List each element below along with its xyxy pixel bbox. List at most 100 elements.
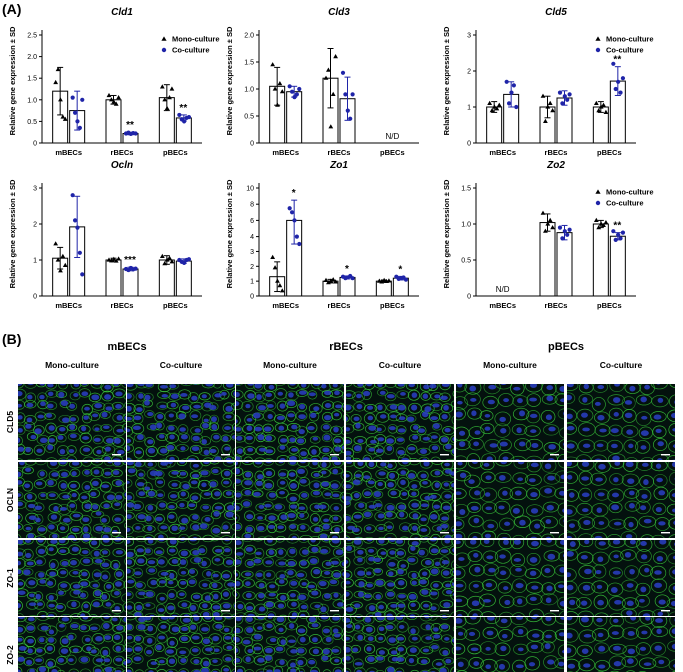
- co-point: [613, 237, 618, 242]
- co-point: [620, 230, 626, 235]
- y-tick-label: 1.0: [27, 97, 37, 104]
- y-tick-label: 3: [250, 249, 254, 256]
- mono-point: [113, 258, 119, 263]
- micrograph-tile: [456, 384, 564, 460]
- mono-bar: [158, 259, 175, 297]
- x-tick-label: rBECs: [545, 301, 568, 310]
- scale-bar: [661, 454, 670, 456]
- mono-point: [489, 108, 495, 113]
- y-tick-label: 4: [250, 234, 254, 241]
- co-point: [182, 119, 187, 124]
- mono-point: [333, 54, 338, 59]
- co-point: [560, 101, 565, 106]
- mono-point: [328, 278, 334, 283]
- mono-point: [545, 221, 551, 226]
- co-point: [294, 92, 299, 97]
- row-label: ZO-2: [5, 645, 15, 665]
- scale-bar: [221, 454, 230, 456]
- mono-point: [60, 114, 66, 119]
- co-point: [77, 125, 82, 130]
- mono-bar: [105, 99, 122, 144]
- significance-label: **: [613, 221, 621, 232]
- y-tick-label: 0: [33, 141, 37, 148]
- co-point: [72, 218, 78, 223]
- mono-point: [330, 91, 336, 96]
- y-tick-label: 3: [467, 33, 471, 40]
- mono-point: [53, 241, 59, 246]
- co-point: [613, 86, 618, 92]
- nuclei-stain: [456, 540, 564, 616]
- mono-point: [492, 104, 497, 109]
- y-axis-label: Relative gene expression ± SD: [8, 179, 17, 288]
- scale-bar: [440, 454, 449, 456]
- membrane-stain: [456, 384, 564, 460]
- membrane-stain: [127, 540, 235, 616]
- nuclei-stain: [456, 617, 564, 670]
- mono-point: [543, 118, 548, 123]
- scale-bar: [112, 610, 121, 612]
- micrograph-tile: [18, 462, 126, 538]
- mono-point: [386, 278, 392, 283]
- y-tick-label: 1.5: [461, 186, 471, 193]
- mono-point: [159, 253, 165, 258]
- scale-bar: [112, 532, 121, 534]
- membrane-stain: [18, 462, 126, 538]
- mono-point: [601, 222, 606, 228]
- micrograph-tile: [236, 462, 344, 538]
- legend-co-marker: [595, 47, 601, 53]
- nuclei-stain: [346, 462, 454, 538]
- mono-point: [111, 256, 117, 261]
- co-point: [345, 108, 350, 113]
- mono-bar: [592, 223, 609, 297]
- x-tick-label: mBECs: [272, 148, 299, 157]
- micrograph-tile: [567, 617, 675, 672]
- chart-cld1: Cld1 Relative gene expression ± SD 0 0.5 1.0…: [8, 7, 220, 157]
- co-bar: [286, 91, 303, 144]
- co-point: [618, 236, 623, 241]
- micrograph-panel: mBECs rBECs pBECs Mono-culture Co-culture Mon…: [5, 341, 675, 672]
- scale-bar: [661, 610, 670, 612]
- mono-point: [593, 100, 599, 105]
- y-axis-label: Relative gene expression ± SD: [8, 26, 17, 135]
- nuclei-stain: [127, 540, 235, 616]
- y-tick-label: 1: [250, 279, 254, 286]
- y-tick-label: 0: [467, 141, 471, 148]
- chart-title: Zo1: [329, 160, 348, 171]
- co-bar: [122, 268, 139, 297]
- mono-point: [550, 108, 555, 113]
- mono-point: [540, 93, 546, 98]
- row-label: OCLN: [5, 488, 15, 512]
- co-point: [504, 79, 509, 84]
- y-tick-label: 1.0: [244, 87, 254, 94]
- micrograph-tile: [456, 462, 564, 538]
- mono-point: [379, 279, 385, 284]
- significance-label: *: [345, 264, 349, 275]
- legend-co-marker: [161, 47, 167, 53]
- legend-mono-marker: [161, 36, 167, 41]
- mono-point: [58, 268, 63, 273]
- micrograph-tile: [346, 617, 454, 672]
- x-tick-label: rBECs: [328, 148, 351, 157]
- co-point: [133, 266, 138, 271]
- nuclei-stain: [127, 384, 235, 460]
- mono-point: [162, 97, 168, 102]
- co-bar: [556, 232, 573, 297]
- mono-point: [328, 124, 334, 129]
- significance-label: *: [398, 264, 402, 275]
- micrograph-tile: [127, 540, 235, 616]
- legend-co-label: Co-culture: [606, 46, 644, 55]
- membrane-stain: [456, 617, 564, 672]
- membrane-stain: [18, 540, 126, 616]
- x-tick-label: mBECs: [55, 301, 82, 310]
- nuclei-stain: [18, 462, 126, 538]
- chart-title: Cld5: [545, 7, 567, 18]
- y-tick-label: 2.5: [27, 33, 37, 40]
- mono-point: [109, 258, 114, 263]
- x-tick-label: mBECs: [272, 301, 299, 310]
- co-point: [511, 83, 516, 88]
- scale-bar: [330, 610, 339, 612]
- mono-point: [545, 104, 551, 109]
- co-point: [611, 61, 616, 66]
- mono-point: [593, 217, 599, 222]
- significance-label: ***: [124, 255, 136, 266]
